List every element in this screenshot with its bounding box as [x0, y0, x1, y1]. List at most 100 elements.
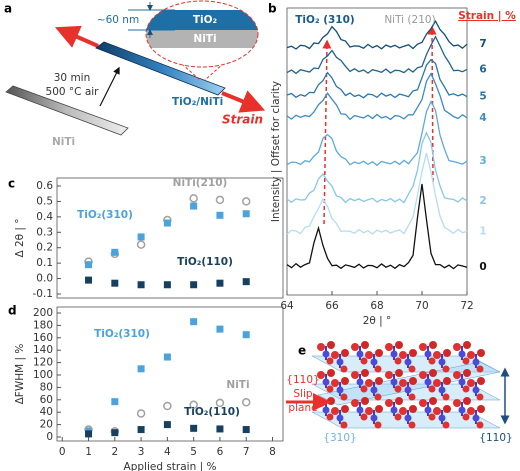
x-tick-label: 3: [138, 446, 145, 458]
o-atom: [429, 397, 437, 405]
point: [242, 426, 250, 434]
legend-title: Strain | %: [458, 10, 516, 22]
y-tick-label: 0.6: [36, 180, 53, 192]
o-atom: [442, 421, 450, 429]
point: [189, 194, 198, 203]
point: [163, 353, 171, 361]
spectrum: [286, 19, 468, 50]
y-tick-label: 0.1: [36, 257, 53, 269]
o-atom: [462, 385, 470, 393]
o-atom: [394, 413, 402, 421]
o-atom: [476, 393, 484, 401]
x-tick-label: 1: [85, 446, 92, 458]
o-atom: [409, 349, 417, 357]
o-atom: [341, 349, 349, 357]
point: [241, 398, 251, 407]
o-atom: [365, 407, 373, 415]
spectrum: [286, 72, 468, 121]
ti-atom: [424, 378, 432, 386]
spectrum: [286, 183, 468, 270]
slip-plane-index: {110}: [286, 374, 319, 386]
ti-atom: [472, 358, 480, 366]
o-atom: [331, 407, 339, 415]
ti-atom: [472, 414, 480, 422]
substrate-bar: [5, 85, 129, 136]
strain-arrow: [221, 90, 266, 113]
o-atom: [433, 351, 441, 359]
o-atom: [442, 393, 450, 401]
o-atom: [327, 369, 335, 377]
panel-label: e: [298, 344, 306, 358]
panel-label: d: [8, 304, 17, 318]
x-tick-label: 64: [280, 300, 294, 312]
o-atom: [442, 365, 450, 373]
o-atom: [375, 377, 383, 385]
o-atom: [317, 371, 325, 379]
o-atom: [453, 343, 461, 351]
series-label: TiO₂(310): [94, 328, 150, 340]
point: [111, 279, 119, 287]
legend-label: 3: [479, 155, 486, 167]
o-atom: [443, 349, 451, 357]
shift-arrow: [322, 39, 332, 225]
point: [163, 219, 171, 227]
ti-atom: [390, 406, 398, 414]
o-atom: [477, 405, 485, 413]
o-atom: [361, 369, 369, 377]
point: [242, 278, 250, 286]
ti-atom: [356, 350, 364, 358]
o-atom: [385, 371, 393, 379]
y-tick-label: 0.5: [36, 195, 53, 207]
zoom-line: [181, 63, 201, 81]
o-atom: [419, 371, 427, 379]
y-tick-label: 0.0: [36, 273, 53, 285]
ti-atom: [438, 386, 446, 394]
x-axis-label: 2θ | °: [363, 315, 392, 327]
o-atom: [408, 421, 416, 429]
o-atom: [399, 379, 407, 387]
plane-label: plane: [288, 402, 317, 414]
spectrum: [286, 35, 468, 75]
x-tick-label: 0: [59, 446, 66, 458]
process-arrow: [99, 66, 120, 107]
y-tick-label: 0.2: [36, 242, 53, 254]
x-tick-label: 66: [325, 300, 339, 312]
o-atom: [467, 351, 475, 359]
point: [216, 279, 224, 287]
y-tick-label: 60: [40, 394, 53, 406]
panel-label: c: [8, 177, 15, 191]
point: [189, 400, 198, 410]
o-atom: [365, 379, 373, 387]
o-atom: [385, 343, 393, 351]
ti-atom: [322, 406, 330, 414]
plane-310-label: {310}: [323, 432, 356, 444]
o-atom: [351, 399, 359, 407]
ti-atom: [438, 358, 446, 366]
o-atom: [326, 413, 334, 421]
x-tick-label: 8: [269, 446, 276, 458]
o-atom: [365, 351, 373, 359]
y-tick-label: 80: [40, 381, 53, 393]
o-atom: [419, 399, 427, 407]
legend-label: 0: [479, 261, 486, 273]
x-tick-label: 4: [164, 446, 171, 458]
o-atom: [408, 393, 416, 401]
plot-frame: [56, 306, 284, 442]
point: [137, 426, 145, 434]
ti-atom: [404, 386, 412, 394]
panel-label: b: [268, 2, 277, 16]
o-atom: [341, 377, 349, 385]
y-tick-label: 200: [33, 307, 53, 319]
ti-atom: [322, 350, 330, 358]
point: [163, 401, 172, 411]
o-atom: [429, 341, 437, 349]
point: [242, 331, 250, 339]
o-atom: [361, 397, 369, 405]
o-atom: [331, 379, 339, 387]
o-atom: [399, 407, 407, 415]
ti-atom: [390, 350, 398, 358]
o-atom: [340, 393, 348, 401]
ti-atom: [424, 350, 432, 358]
point: [216, 325, 224, 333]
legend-label: 5: [479, 91, 486, 103]
